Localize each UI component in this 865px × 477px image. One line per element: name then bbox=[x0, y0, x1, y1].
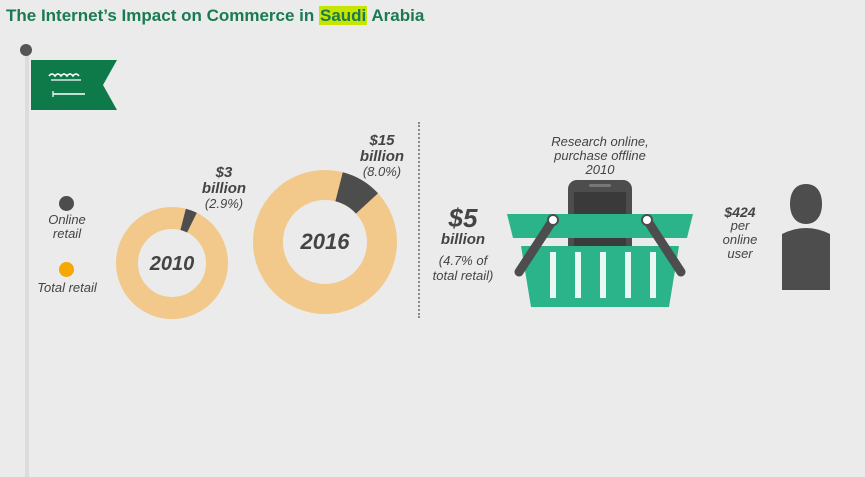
research-label-block: Research online, purchase offline 2010 bbox=[540, 135, 660, 177]
donut-2010-online-slice bbox=[180, 208, 197, 233]
person-icon bbox=[782, 184, 830, 290]
research-value: $5 bbox=[448, 203, 478, 233]
annotation-2016-share: (8.0%) bbox=[362, 164, 402, 179]
annotation-2016-value: $15 bbox=[369, 132, 395, 149]
basket-icon bbox=[507, 180, 693, 307]
per-user-value: $424 bbox=[724, 204, 756, 220]
legend-total-dot bbox=[59, 262, 74, 277]
research-value-block: $5 billion (4.7% of total retail) bbox=[430, 205, 496, 283]
donut-chart-2010: 2010 bbox=[116, 207, 228, 319]
legend-online-label: Online retail bbox=[48, 212, 86, 241]
annotation-2010-unit: billion bbox=[201, 180, 247, 197]
annotation-2010-value: $3 bbox=[215, 164, 233, 181]
annotation-2016-unit: billion bbox=[359, 148, 405, 165]
page-title: The Internet’s Impact on Commerce in Sau… bbox=[6, 6, 425, 25]
legend-total-label: Total retail bbox=[37, 280, 97, 295]
title-highlight: Saudi bbox=[319, 6, 368, 25]
donut-2010-year-label: 2010 bbox=[149, 253, 195, 275]
legend-online-dot bbox=[59, 196, 74, 211]
research-year: 2010 bbox=[585, 162, 615, 177]
research-share: (4.7% of total retail) bbox=[432, 253, 494, 283]
flag-pole-cap bbox=[20, 44, 32, 56]
annotation-2016: $15 billion (8.0%) bbox=[352, 133, 412, 179]
donut-2016-ring bbox=[253, 170, 397, 314]
donut-2010-ring bbox=[116, 207, 228, 319]
annotation-2010: $3 billion (2.9%) bbox=[194, 165, 254, 211]
flag-icon bbox=[31, 60, 117, 110]
section-divider bbox=[418, 122, 420, 318]
per-user-label: per online user bbox=[722, 218, 758, 261]
donut-2016-year-label: 2016 bbox=[300, 229, 351, 254]
donut-chart-2016: 2016 bbox=[253, 170, 397, 314]
per-user-block: $424 per online user bbox=[716, 205, 764, 261]
annotation-2010-share: (2.9%) bbox=[204, 196, 244, 211]
research-label: Research online, purchase offline bbox=[551, 134, 649, 163]
flag-pole bbox=[25, 52, 29, 477]
donut-2016-online-slice bbox=[335, 172, 379, 214]
research-unit: billion bbox=[440, 231, 486, 248]
